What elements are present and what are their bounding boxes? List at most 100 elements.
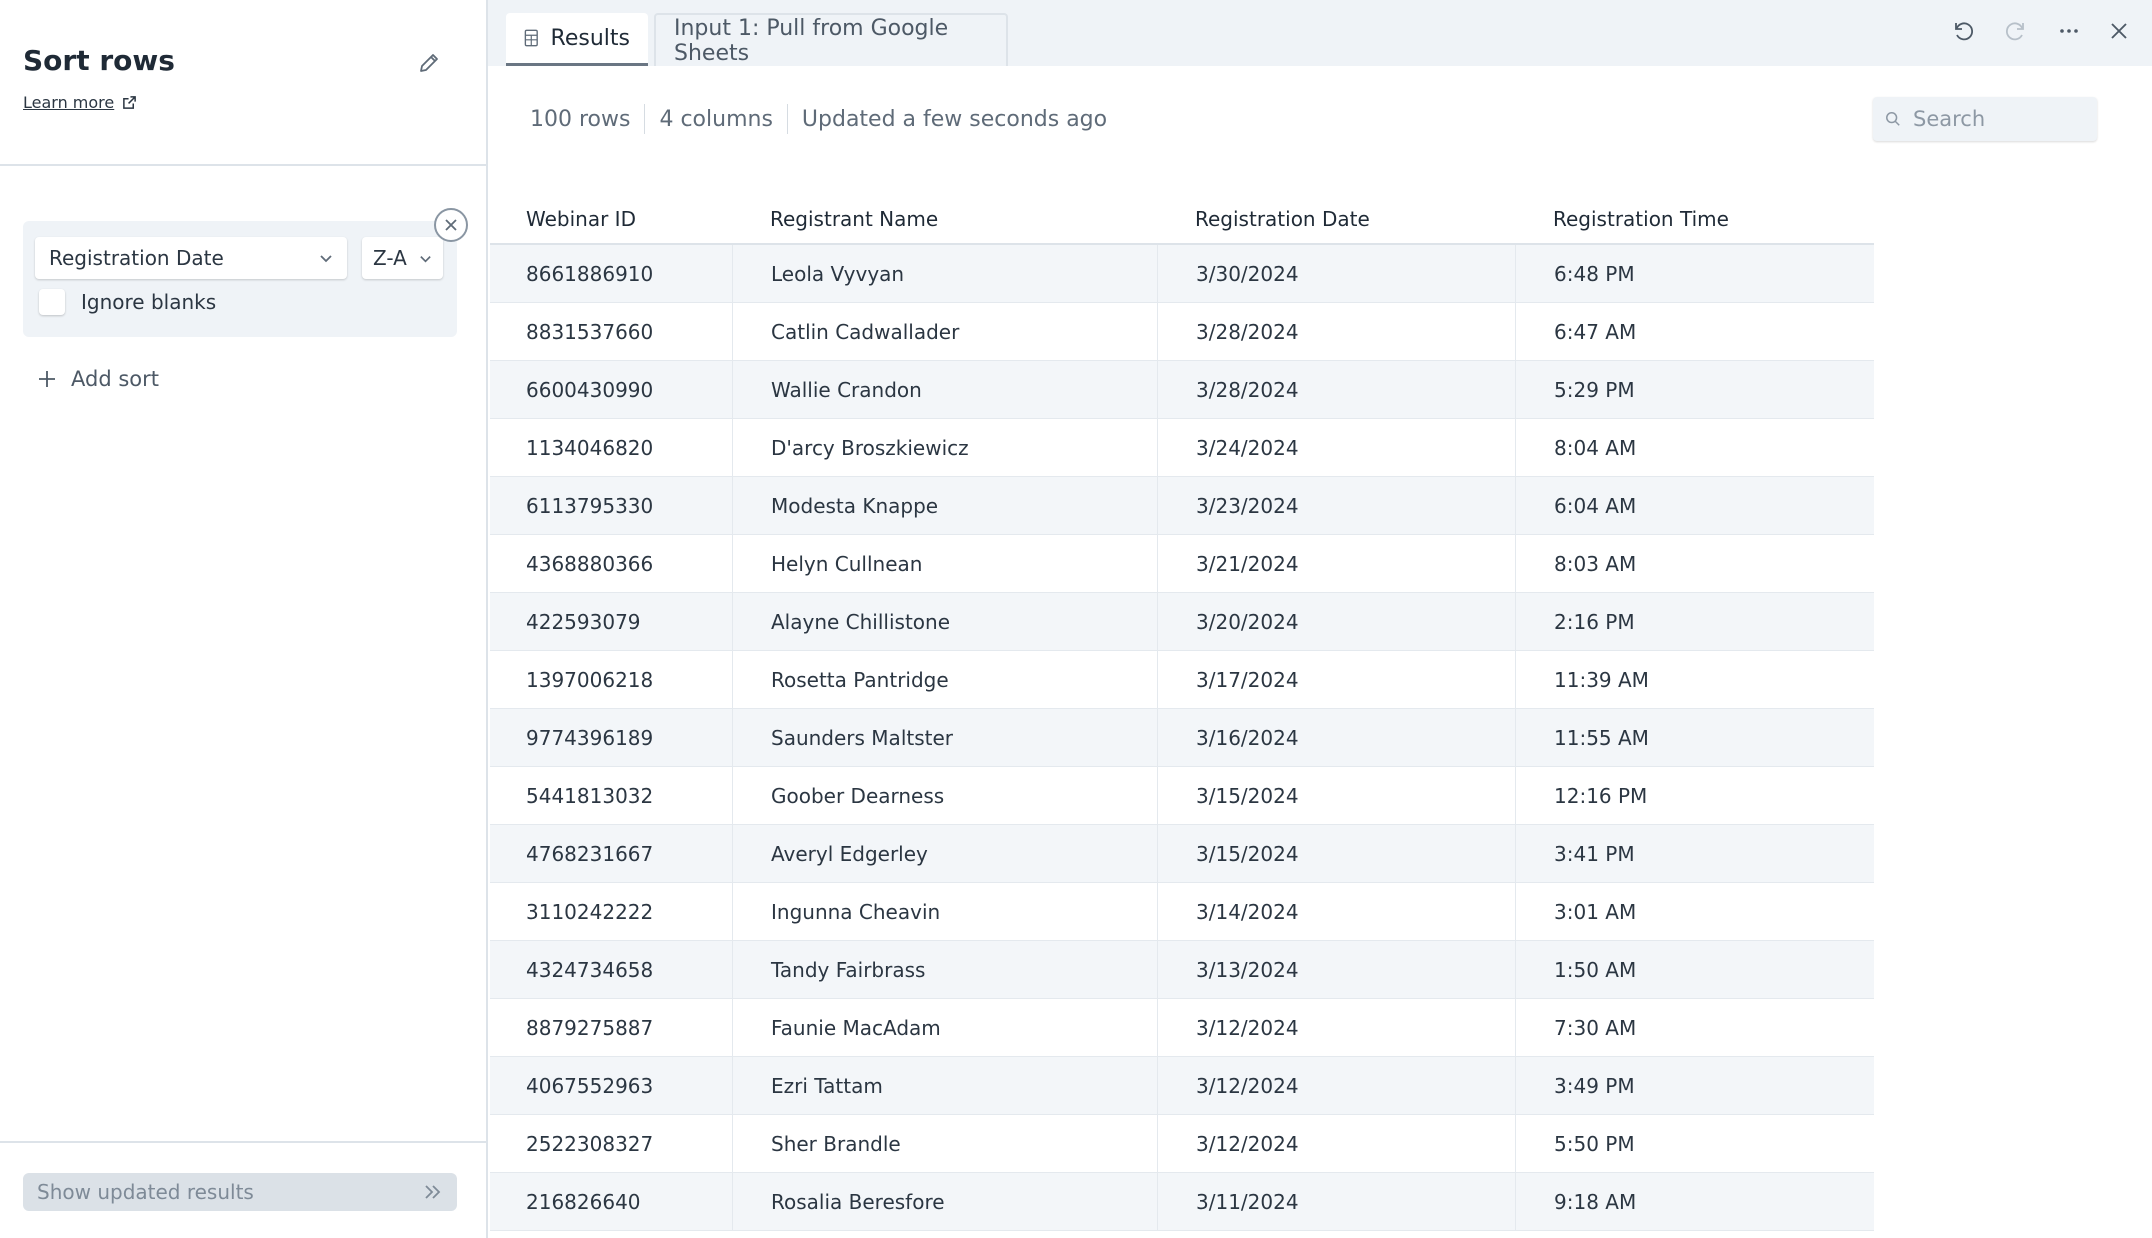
table-cell: 3/12/2024 (1157, 1115, 1515, 1172)
add-sort-button[interactable]: Add sort (37, 367, 159, 391)
table-cell: 3/28/2024 (1157, 303, 1515, 360)
table-cell: 5:29 PM (1515, 361, 1874, 418)
table-cell: 6600430990 (526, 377, 654, 402)
table-cell: 8879275887 (526, 1015, 654, 1040)
panel-header: Sort rows Learn more (0, 0, 486, 166)
table-cell: 3:49 PM (1515, 1057, 1874, 1114)
table-cell: 8:03 AM (1515, 535, 1874, 592)
table-cell: 5:50 PM (1515, 1115, 1874, 1172)
table-row[interactable]: 8661886910 Leola Vyvyan 3/30/2024 6:48 PM (490, 245, 1874, 303)
table-cell: 3/23/2024 (1157, 477, 1515, 534)
close-icon (445, 219, 457, 231)
table-cell: 6:47 AM (1515, 303, 1874, 360)
table-row[interactable]: 6113795330 Modesta Knappe 3/23/2024 6:04 AM (490, 477, 1874, 535)
column-header[interactable]: Registrant Name (770, 207, 939, 231)
add-sort-label: Add sort (71, 367, 159, 391)
table-cell: 3/15/2024 (1157, 767, 1515, 824)
learn-more-link[interactable]: Learn more (23, 93, 137, 112)
search-input[interactable] (1911, 106, 2085, 132)
table-cell: 11:55 AM (1515, 709, 1874, 766)
table-row[interactable]: 8879275887 Faunie MacAdam 3/12/2024 7:30 AM (490, 999, 1874, 1057)
table-row[interactable]: 6600430990 Wallie Crandon 3/28/2024 5:29 PM (490, 361, 1874, 419)
row-count: 100 rows (530, 106, 631, 132)
table-cell: 8831537660 (526, 319, 654, 344)
close-panel-button[interactable] (2102, 14, 2136, 48)
more-options-button[interactable] (2052, 14, 2086, 48)
more-icon (2060, 29, 2078, 33)
results-summary: 100 rows 4 columns Updated a few seconds… (530, 104, 1107, 134)
pencil-icon (420, 54, 438, 72)
double-chevron-right-icon (425, 1185, 441, 1199)
table-cell: 8:04 AM (1515, 419, 1874, 476)
table-cell: Catlin Cadwallader (732, 303, 1157, 360)
table-cell: 1:50 AM (1515, 941, 1874, 998)
table-cell: 3/20/2024 (1157, 593, 1515, 650)
table-cell: Ezri Tattam (732, 1057, 1157, 1114)
table-cell: 2522308327 (526, 1131, 654, 1156)
table-row[interactable]: 4368880366 Helyn Cullnean 3/21/2024 8:03 AM (490, 535, 1874, 593)
edit-title-button[interactable] (414, 48, 444, 78)
chevron-down-icon (320, 255, 332, 263)
table-cell: 216826640 (526, 1189, 641, 1214)
sort-rows-panel: Sort rows Learn more Registration Date Z… (0, 0, 488, 1238)
table-cell: 3/12/2024 (1157, 1057, 1515, 1114)
sort-rule-card: Registration Date Z-A Ignore blanks (23, 221, 457, 337)
table-cell: 3/13/2024 (1157, 941, 1515, 998)
table-cell: 5441813032 (526, 783, 654, 808)
table-cell: Goober Dearness (732, 767, 1157, 824)
show-updated-results-button[interactable]: Show updated results (23, 1173, 457, 1211)
column-header[interactable]: Registration Date (1195, 207, 1370, 231)
table-row[interactable]: 1397006218 Rosetta Pantridge 3/17/2024 11:3… (490, 651, 1874, 709)
tab-input-1[interactable]: Input 1: Pull from Google Sheets (654, 13, 1008, 66)
table-cell: D'arcy Broszkiewicz (732, 419, 1157, 476)
table-row[interactable]: 9774396189 Saunders Maltster 3/16/2024 11:5… (490, 709, 1874, 767)
table-cell: Saunders Maltster (732, 709, 1157, 766)
table-icon (524, 29, 538, 47)
column-header[interactable]: Webinar ID (526, 207, 636, 231)
table-row[interactable]: 1134046820 D'arcy Broszkiewicz 3/24/2024 8:… (490, 419, 1874, 477)
plus-icon (39, 371, 55, 387)
table-row[interactable]: 8831537660 Catlin Cadwallader 3/28/2024 6:4… (490, 303, 1874, 361)
table-cell: Leola Vyvyan (732, 245, 1157, 302)
table-row[interactable]: 3110242222 Ingunna Cheavin 3/14/2024 3:01 A… (490, 883, 1874, 941)
table-cell: 3/24/2024 (1157, 419, 1515, 476)
redo-button[interactable] (1999, 14, 2033, 48)
tab-results[interactable]: Results (506, 13, 648, 66)
table-cell: 2:16 PM (1515, 593, 1874, 650)
table-cell: 9774396189 (526, 725, 654, 750)
table-row[interactable]: 2522308327 Sher Brandle 3/12/2024 5:50 PM (490, 1115, 1874, 1173)
table-row[interactable]: 4324734658 Tandy Fairbrass 3/13/2024 1:50 A… (490, 941, 1874, 999)
column-header[interactable]: Registration Time (1553, 207, 1729, 231)
results-table: Webinar ID Registrant Name Registration … (490, 195, 1874, 1231)
table-cell: 3/12/2024 (1157, 999, 1515, 1056)
table-cell: 6113795330 (526, 493, 654, 518)
sort-column-select[interactable]: Registration Date (35, 237, 347, 279)
undo-button[interactable] (1946, 14, 1980, 48)
table-cell: Ingunna Cheavin (732, 883, 1157, 940)
remove-sort-button[interactable] (434, 208, 468, 242)
sort-column-value: Registration Date (49, 246, 224, 270)
search-icon (1886, 112, 1900, 126)
table-row[interactable]: 216826640 Rosalia Beresfore 3/11/2024 9:18 … (490, 1173, 1874, 1231)
table-cell: 3:41 PM (1515, 825, 1874, 882)
table-cell: Rosetta Pantridge (732, 651, 1157, 708)
table-row[interactable]: 4768231667 Averyl Edgerley 3/15/2024 3:41 P… (490, 825, 1874, 883)
table-cell: 3/15/2024 (1157, 825, 1515, 882)
table-cell: Helyn Cullnean (732, 535, 1157, 592)
table-cell: 3/11/2024 (1157, 1173, 1515, 1230)
table-cell: 3/17/2024 (1157, 651, 1515, 708)
table-cell: 7:30 AM (1515, 999, 1874, 1056)
updated-status: Updated a few seconds ago (801, 106, 1108, 132)
close-icon (2111, 23, 2127, 39)
table-row[interactable]: 5441813032 Goober Dearness 3/15/2024 12:16 … (490, 767, 1874, 825)
ignore-blanks-checkbox[interactable] (39, 289, 65, 315)
table-cell: 4067552963 (526, 1073, 654, 1098)
table-row[interactable]: 422593079 Alayne Chillistone 3/20/2024 2:16… (490, 593, 1874, 651)
table-cell: 3/30/2024 (1157, 245, 1515, 302)
external-link-icon (123, 96, 137, 109)
sort-direction-select[interactable]: Z-A (362, 237, 443, 279)
table-cell: Wallie Crandon (732, 361, 1157, 418)
table-row[interactable]: 4067552963 Ezri Tattam 3/12/2024 3:49 PM (490, 1057, 1874, 1115)
table-cell: 12:16 PM (1515, 767, 1874, 824)
panel-footer: Show updated results (0, 1141, 486, 1238)
